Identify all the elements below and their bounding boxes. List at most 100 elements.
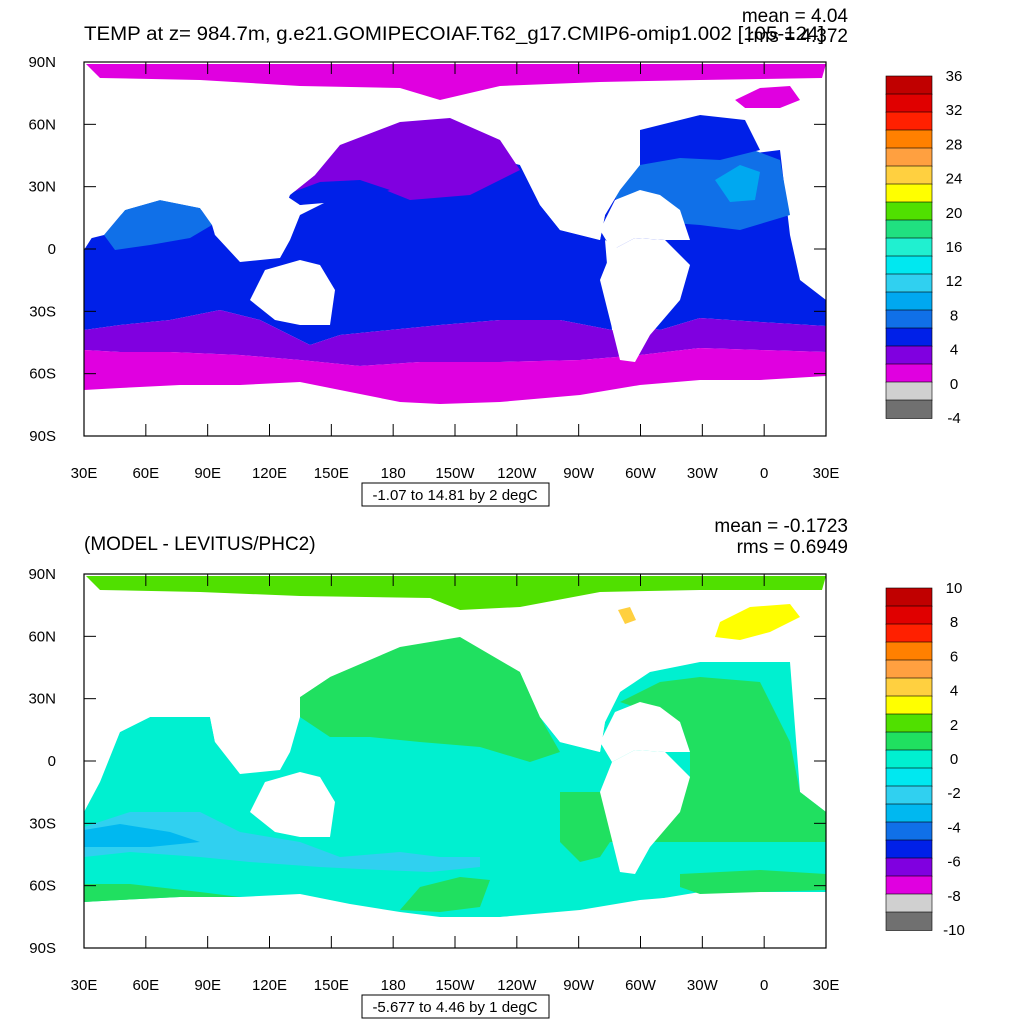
land-greenland (640, 84, 745, 120)
land-australia (250, 260, 335, 325)
colorbar-label: 20 (946, 205, 963, 222)
colorbar-swatch (885, 911, 933, 931)
colorbar-swatch (885, 93, 933, 113)
lat-tick-label: 30N (28, 691, 56, 708)
ocean-region-orange-nordic (618, 607, 636, 624)
temp-panel: mean = 4.04 rms = 4.372 TEMP at z= 984.7… (28, 6, 963, 507)
colorbar-label: 8 (950, 614, 958, 631)
land-south-america (600, 238, 690, 362)
colorbar-swatch (885, 345, 933, 365)
colorbar-swatch (885, 381, 933, 401)
colorbar-swatch (885, 677, 933, 697)
colorbar-swatch (885, 893, 933, 913)
colorbar-label: 12 (946, 273, 963, 290)
lon-tick-label: 180 (381, 465, 406, 482)
lon-tick-label: 60E (132, 465, 159, 482)
land-africa (600, 702, 690, 762)
colorbar-swatch (885, 857, 933, 877)
lon-tick-label: 90E (194, 465, 221, 482)
land-north-america (520, 120, 640, 240)
ocean-region-yellow-nordic (715, 604, 800, 640)
lat-tick-label: 60S (29, 878, 56, 895)
range-text: -1.07 to 14.81 by 2 degC (372, 487, 537, 504)
colorbar-swatch (885, 147, 933, 167)
ocean-region-magenta-so (84, 348, 826, 404)
colorbar-swatch (885, 201, 933, 221)
colorbar-label: -4 (947, 410, 960, 427)
ocean-region-magenta-nordic (735, 86, 800, 108)
lat-tick-label: 30N (28, 179, 56, 196)
lon-tick-label: 180 (381, 977, 406, 994)
lon-axis: 30E 60E 90E 120E 150E 180 150W 120W 90W 60W 30W 0 30… (71, 574, 840, 994)
ocean-region-green-npac (300, 637, 560, 762)
lat-tick-label: 90S (29, 428, 56, 445)
land-australia (250, 772, 335, 837)
range-box (361, 482, 550, 507)
lon-tick-label: 30E (813, 977, 840, 994)
lon-tick-label: 120E (252, 977, 287, 994)
lon-tick-label: 30W (687, 977, 719, 994)
colorbar-label: -10 (943, 922, 965, 939)
lat-tick-label: 0 (48, 241, 56, 258)
lon-tick-label: 30E (813, 465, 840, 482)
lon-tick-label: 90W (563, 977, 595, 994)
mean-text: mean = -0.1723 (714, 516, 848, 537)
colorbar-swatch (885, 183, 933, 203)
rms-text: rms = 0.6949 (737, 537, 848, 558)
colorbar-swatch (885, 399, 933, 419)
lat-tick-label: 60N (28, 628, 56, 645)
lon-tick-label: 0 (760, 977, 768, 994)
diff-map-svg: mean = -0.1723 rms = 0.6949 (MODEL - LEV… (28, 516, 965, 1019)
colorbar-label: 10 (946, 580, 963, 597)
lon-tick-label: 120E (252, 465, 287, 482)
colorbar-label: 36 (946, 68, 963, 85)
colorbar-swatch (885, 111, 933, 131)
colorbar-swatch (885, 803, 933, 823)
ocean-region-blue-natl-upper (640, 115, 760, 165)
lat-tick-label: 90S (29, 940, 56, 957)
lat-tick-label: 90N (28, 54, 56, 71)
lon-tick-label: 30W (687, 465, 719, 482)
lat-tick-label: 60N (28, 116, 56, 133)
colorbar-label: 0 (950, 376, 958, 393)
lon-tick-label: 150W (435, 977, 475, 994)
colorbar-swatch (885, 785, 933, 805)
lat-axis: 90N 60N 30N 0 30S 60S 90S (28, 566, 826, 957)
colorbar-swatch (885, 75, 933, 95)
colorbar-swatch (885, 219, 933, 239)
ocean-region-green-south3 (680, 870, 826, 894)
lon-tick-label: 120W (497, 465, 537, 482)
temp-map-svg: mean = 4.04 rms = 4.372 TEMP at z= 984.7… (28, 6, 963, 507)
ocean-region-green-south (84, 884, 240, 902)
colorbar-label: 6 (950, 648, 958, 665)
map-title: (MODEL - LEVITUS/PHC2) (84, 534, 316, 555)
colorbar-swatch (885, 695, 933, 715)
lon-tick-label: 150E (314, 465, 349, 482)
ocean-region-lightblue-io (104, 200, 212, 250)
land-asia (84, 612, 340, 757)
land-asia (84, 105, 340, 240)
lon-tick-label: 30E (71, 977, 98, 994)
colorbar-swatch (885, 237, 933, 257)
colorbar-swatch (885, 129, 933, 149)
ocean-region-cyan-natl (715, 165, 760, 202)
land-north-america (520, 627, 640, 752)
colorbar-label: 24 (946, 171, 963, 188)
colorbar-swatch (885, 731, 933, 751)
land-antarctica-edge (84, 380, 826, 436)
colorbar-label: 2 (950, 717, 958, 734)
lat-axis: 90N 60N 30N 0 30S 60S 90S (28, 54, 826, 445)
colorbar-swatch (885, 839, 933, 859)
lon-tick-label: 60E (132, 977, 159, 994)
colorbar-label: -8 (947, 888, 960, 905)
map-title: TEMP at z= 984.7m, g.e21.GOMIPECOIAF.T62… (84, 24, 824, 45)
colorbar-label: -2 (947, 785, 960, 802)
colorbar-label: 8 (950, 307, 958, 324)
lon-axis: 30E 60E 90E 120E 150E 180 150W 120W 90W 60W 30W 0 30… (71, 62, 840, 482)
lon-tick-label: 0 (760, 465, 768, 482)
colorbar-swatch (885, 291, 933, 311)
colorbar-swatch (885, 875, 933, 895)
colorbar-swatch (885, 327, 933, 347)
lat-tick-label: 90N (28, 566, 56, 583)
land-africa (600, 190, 690, 250)
